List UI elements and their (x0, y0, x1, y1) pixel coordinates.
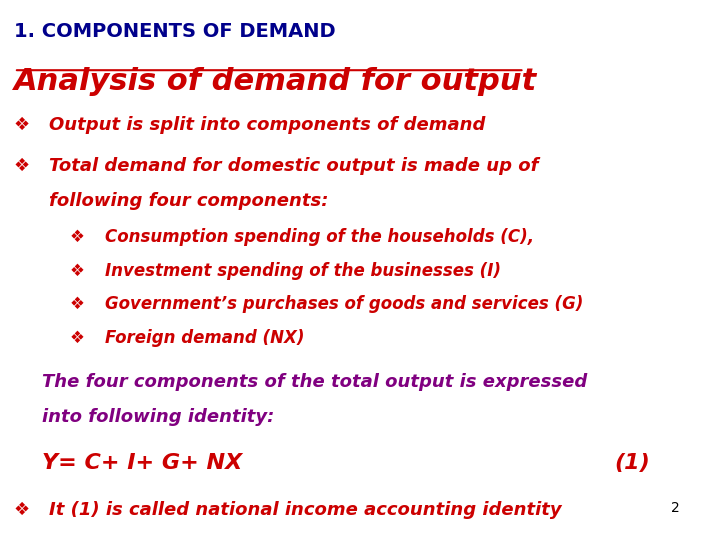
Text: Government’s purchases of goods and services (G): Government’s purchases of goods and serv… (105, 295, 583, 313)
Text: Total demand for domestic output is made up of: Total demand for domestic output is made… (49, 157, 539, 174)
Text: (1): (1) (615, 453, 650, 472)
Text: following four components:: following four components: (49, 192, 328, 210)
Text: The four components of the total output is expressed: The four components of the total output … (42, 373, 588, 391)
Text: Foreign demand (NX): Foreign demand (NX) (105, 329, 305, 347)
Text: ❖: ❖ (70, 329, 85, 347)
Text: Y= C+ I+ G+ NX: Y= C+ I+ G+ NX (42, 453, 242, 472)
Text: 2: 2 (671, 501, 680, 515)
Text: Consumption spending of the households (C),: Consumption spending of the households (… (105, 228, 534, 246)
Text: into following identity:: into following identity: (42, 408, 274, 426)
Text: ❖: ❖ (70, 262, 85, 280)
Text: It (1) is called national income accounting identity: It (1) is called national income account… (49, 501, 562, 519)
Text: ❖: ❖ (14, 157, 30, 174)
Text: Investment spending of the businesses (I): Investment spending of the businesses (I… (105, 262, 501, 280)
Text: ❖: ❖ (70, 295, 85, 313)
Text: ❖: ❖ (14, 116, 30, 134)
Text: 1. COMPONENTS OF DEMAND: 1. COMPONENTS OF DEMAND (14, 22, 336, 40)
Text: Output is split into components of demand: Output is split into components of deman… (49, 116, 485, 134)
Text: ❖: ❖ (14, 501, 30, 519)
Text: Analysis of demand for output: Analysis of demand for output (14, 68, 537, 97)
Text: ❖: ❖ (70, 228, 85, 246)
